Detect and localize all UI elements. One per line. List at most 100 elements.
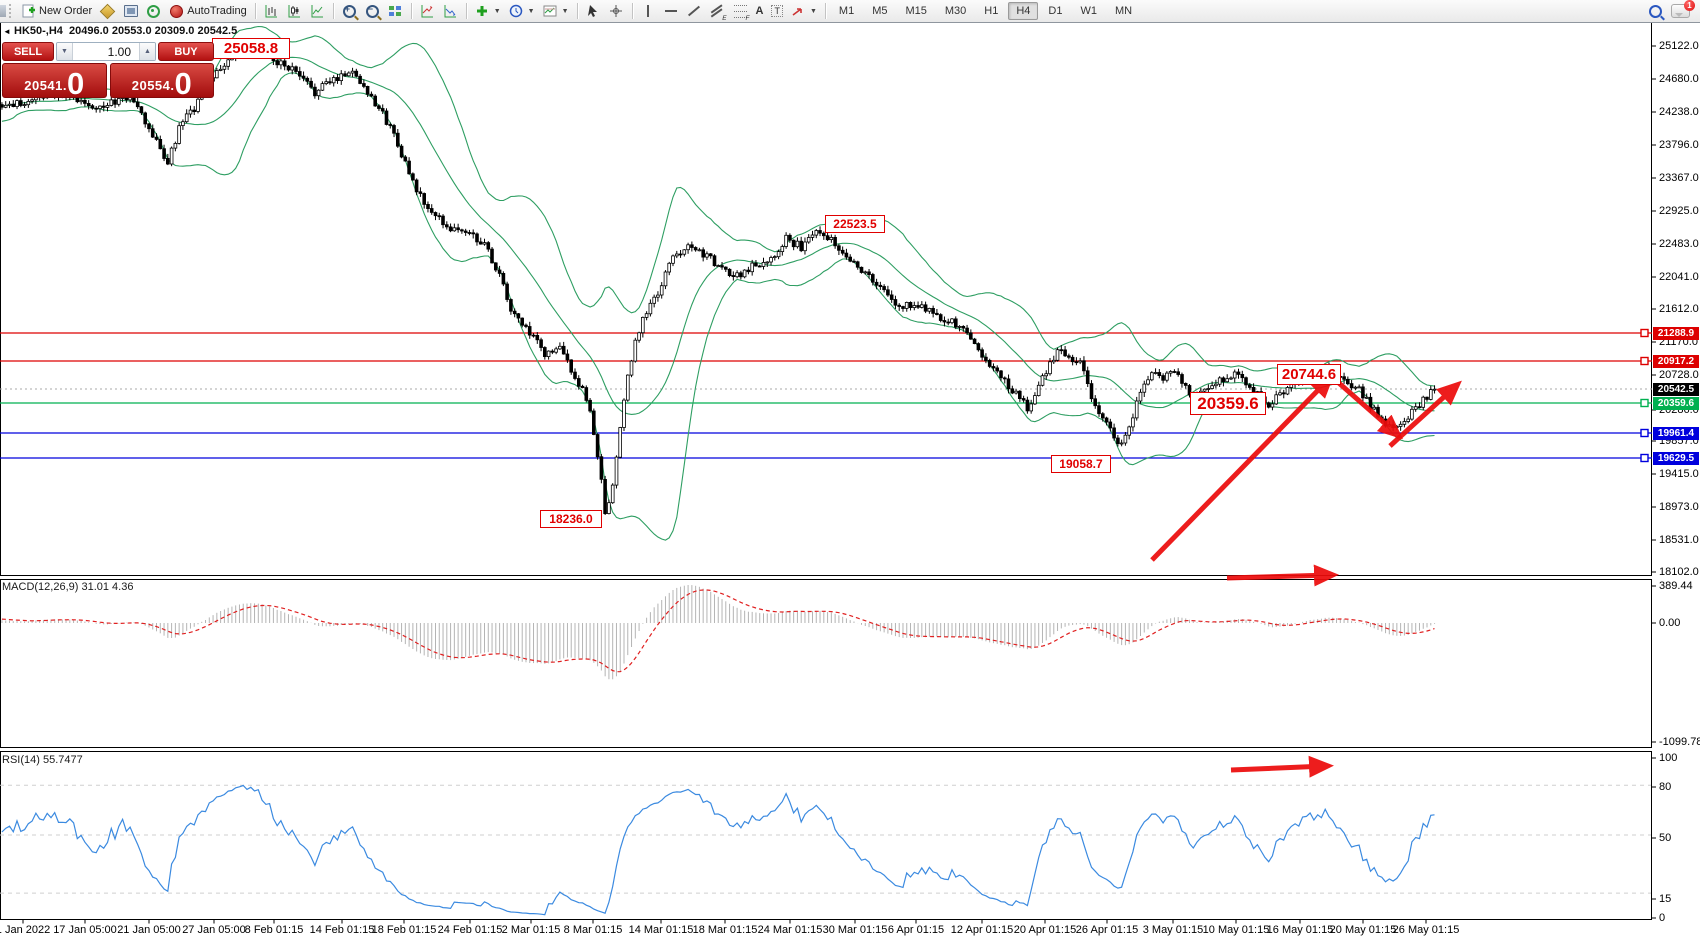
timeframe-MN[interactable]: MN xyxy=(1114,5,1133,17)
chart-title: HK50-,H4 20496.0 20553.0 20309.0 20542.5 xyxy=(14,25,238,37)
buy-button[interactable]: BUY xyxy=(158,42,214,61)
trend-arrow xyxy=(1226,564,1339,587)
indicator-window-1-button[interactable] xyxy=(416,3,439,20)
new-order-button[interactable]: New Order xyxy=(17,3,96,20)
price-axis-label[interactable]: 23367.0 xyxy=(1659,172,1699,184)
time-axis-label[interactable]: 30 Mar 01:15 xyxy=(822,924,888,936)
separator xyxy=(631,3,633,19)
time-axis-label[interactable]: 24 Feb 01:15 xyxy=(437,924,503,936)
time-axis-label[interactable]: 6 Apr 01:15 xyxy=(887,924,945,936)
time-axis-label[interactable]: 3 May 01:15 xyxy=(1142,924,1204,936)
time-axis-label[interactable]: 18 Feb 01:15 xyxy=(371,924,437,936)
timeframe-H1[interactable]: H1 xyxy=(984,5,999,17)
price-axis-label[interactable]: 22483.0 xyxy=(1659,238,1699,250)
line-chart-button[interactable] xyxy=(306,3,329,20)
buy-price-box[interactable]: 20554. 0 xyxy=(109,63,214,99)
period-button[interactable]: ▼ xyxy=(505,3,539,20)
terminal-button[interactable] xyxy=(119,3,142,20)
horizontal-line-icon xyxy=(664,4,679,19)
main-toolbar: New Order AutoTrading + − ▼ ▼ ▼ E F A T … xyxy=(0,0,1700,23)
timeframe-M15[interactable]: M15 xyxy=(905,5,927,17)
rsi-indicator-label: RSI(14) 55.7477 xyxy=(2,754,83,766)
crosshair-button[interactable] xyxy=(605,3,628,20)
timeframe-D1[interactable]: D1 xyxy=(1048,5,1063,17)
timeframe-M30[interactable]: M30 xyxy=(944,5,967,17)
add-indicator-button[interactable]: ▼ xyxy=(471,3,505,20)
timeframe-H4[interactable]: H4 xyxy=(1008,2,1039,20)
price-axis-label[interactable]: 19415.0 xyxy=(1659,468,1699,480)
macd-scale-label: 0.00 xyxy=(1659,617,1681,629)
metaeditor-button[interactable] xyxy=(96,3,119,20)
level-marker xyxy=(1640,453,1649,463)
price-axis-label[interactable]: 25122.0 xyxy=(1659,40,1699,52)
bar-chart-button[interactable] xyxy=(260,3,283,20)
signals-button[interactable] xyxy=(142,3,165,20)
time-axis-label[interactable]: 10 May 01:15 xyxy=(1202,924,1270,936)
fibonacci-tool[interactable]: F xyxy=(729,3,752,22)
price-axis-label[interactable]: 18973.0 xyxy=(1659,501,1699,513)
time-axis-label[interactable]: 17 Jan 05:00 xyxy=(53,924,117,936)
trendline-tool[interactable] xyxy=(683,3,706,20)
price-axis-label[interactable]: 24238.0 xyxy=(1659,106,1699,118)
time-axis-label[interactable]: 12 Apr 01:15 xyxy=(950,924,1014,936)
volume-decrease-button[interactable]: ▼ xyxy=(57,43,73,60)
time-axis-label[interactable]: 16 May 01:15 xyxy=(1266,924,1334,936)
time-axis-label[interactable]: 20 May 01:15 xyxy=(1329,924,1397,936)
timeframe-M5[interactable]: M5 xyxy=(872,5,888,17)
template-button[interactable]: ▼ xyxy=(539,3,573,20)
time-axis-label[interactable]: 21 Jan 05:00 xyxy=(117,924,181,936)
price-callout-label: 19058.7 xyxy=(1051,455,1111,473)
price-axis-label[interactable]: 21612.0 xyxy=(1659,303,1699,315)
volume-value[interactable]: 1.00 xyxy=(107,44,131,59)
metaeditor-icon xyxy=(99,3,116,19)
price-axis-label[interactable]: 18531.0 xyxy=(1659,534,1699,546)
text-tool[interactable]: A xyxy=(752,4,768,18)
price-axis-label[interactable]: 24680.0 xyxy=(1659,73,1699,85)
trend-arrow xyxy=(1388,380,1462,448)
channel-tool[interactable]: E xyxy=(706,3,729,22)
buy-price: 20554. xyxy=(131,78,175,93)
horizontal-line-tool[interactable] xyxy=(660,3,683,20)
label-tool[interactable]: T xyxy=(767,4,787,18)
autotrading-button[interactable]: AutoTrading xyxy=(165,3,251,20)
sell-button[interactable]: SELL xyxy=(2,42,54,61)
timeframe-group: M1 M5 M15 M30 H1 H4 D1 W1 MN xyxy=(830,2,1141,20)
trend-arrow xyxy=(1150,373,1335,562)
search-button[interactable] xyxy=(1644,3,1667,20)
time-axis-label[interactable]: 1 Jan 2022 xyxy=(0,924,51,936)
time-axis-label[interactable]: 26 May 01:15 xyxy=(1392,924,1460,936)
timeframe-W1[interactable]: W1 xyxy=(1080,5,1097,17)
volume-increase-button[interactable]: ▲ xyxy=(139,43,155,60)
indicator-window-2-button[interactable] xyxy=(439,3,462,20)
timeframe-M1[interactable]: M1 xyxy=(838,5,855,17)
time-axis-label[interactable]: 8 Mar 01:15 xyxy=(563,924,623,936)
time-axis-label[interactable]: 20 Apr 01:15 xyxy=(1013,924,1077,936)
price-axis-label[interactable]: 20728.0 xyxy=(1659,369,1699,381)
shapes-tool[interactable]: ▼ xyxy=(787,3,821,20)
rsi-scale-label: 50 xyxy=(1659,832,1672,844)
tile-windows-button[interactable] xyxy=(384,3,407,20)
time-axis-label[interactable]: 24 Mar 01:15 xyxy=(757,924,823,936)
price-axis-label[interactable]: 23796.0 xyxy=(1659,139,1699,151)
time-axis-label[interactable]: 26 Apr 01:15 xyxy=(1075,924,1139,936)
time-axis-label[interactable]: 18 Mar 01:15 xyxy=(692,924,758,936)
time-axis-label[interactable]: 14 Mar 01:15 xyxy=(628,924,694,936)
vertical-line-tool[interactable] xyxy=(637,3,660,20)
price-axis-label[interactable]: 18102.0 xyxy=(1659,566,1699,578)
time-axis-label[interactable]: 27 Jan 05:00 xyxy=(182,924,246,936)
chat-bubble-icon: 1 xyxy=(1671,0,1695,18)
time-axis-label[interactable]: 14 Feb 01:15 xyxy=(309,924,375,936)
notifications-button[interactable]: 1 xyxy=(1667,0,1695,19)
sell-price-box[interactable]: 20541. 0 xyxy=(2,63,107,99)
label-tool-icon: T xyxy=(771,5,783,17)
time-axis-label[interactable]: 2 Mar 01:15 xyxy=(501,924,561,936)
cursor-button[interactable] xyxy=(582,3,605,20)
candle-chart-button[interactable] xyxy=(283,3,306,20)
separator xyxy=(465,3,467,19)
price-axis-label[interactable]: 22041.0 xyxy=(1659,271,1699,283)
time-axis-label[interactable]: 8 Feb 01:15 xyxy=(244,924,304,936)
zoom-out-button[interactable]: − xyxy=(361,3,384,20)
price-axis-label[interactable]: 22925.0 xyxy=(1659,205,1699,217)
zoom-in-button[interactable]: + xyxy=(338,3,361,20)
